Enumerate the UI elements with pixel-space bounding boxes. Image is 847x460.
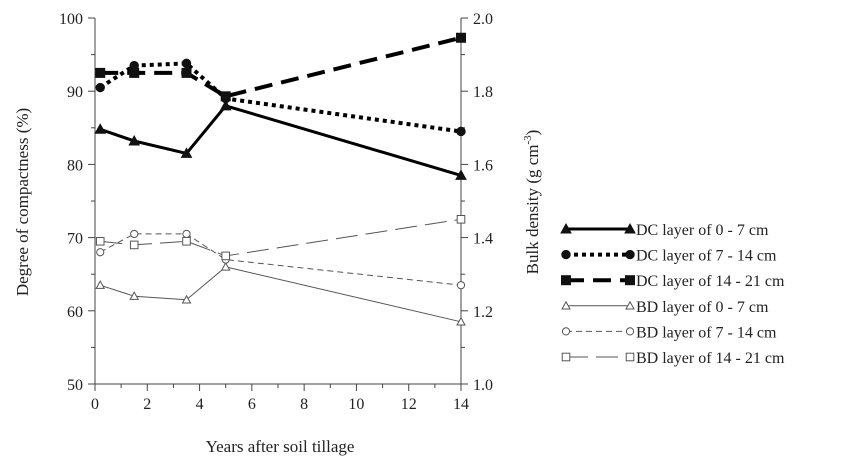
series-line-0 xyxy=(99,104,462,177)
data-point xyxy=(95,280,106,289)
y-right-tick-label: 2.0 xyxy=(473,11,493,28)
y-right-tick-label: 1.6 xyxy=(473,157,493,174)
data-point xyxy=(456,126,466,137)
y-left-tick-label: 80 xyxy=(67,157,83,174)
legend-marker xyxy=(560,222,572,234)
legend-marker xyxy=(561,249,571,260)
data-point xyxy=(130,229,139,239)
x-tick-label: 2 xyxy=(143,396,151,413)
x-tick-label: 10 xyxy=(348,396,364,413)
axes: 0 2 4 6 8 10 12 14 50 60 70 80 90 100 1.0 1.2 1.4 1.6 1.8 2… xyxy=(59,11,493,413)
y-left-tick-label: 100 xyxy=(59,11,83,28)
data-point xyxy=(220,91,231,102)
legend-label: BD layer of 7 - 14 cm xyxy=(636,324,777,341)
data-point xyxy=(129,67,140,78)
series-line-1 xyxy=(99,61,462,134)
y-left-tick-label: 90 xyxy=(67,84,83,101)
legend-marker xyxy=(625,249,635,260)
x-axis-title: Years after soil tillage xyxy=(206,437,355,456)
data-point xyxy=(95,82,105,93)
y-axis-right-title-close: ) xyxy=(523,130,542,136)
legend-marker xyxy=(561,352,571,362)
x-tick-label: 12 xyxy=(401,396,417,413)
data-point xyxy=(220,261,231,271)
series-line-4 xyxy=(99,233,462,286)
x-tick-label: 4 xyxy=(196,396,204,413)
series-group-1 xyxy=(95,58,466,137)
data-point xyxy=(95,236,105,246)
data-point xyxy=(219,99,232,111)
data-point xyxy=(456,32,466,43)
y-axis-right-title: Bulk density (g cm-3) xyxy=(522,130,542,275)
y-axis-right-title-main: Bulk density (g cm xyxy=(523,144,542,274)
y-axis-left-title: Degree of compactness (%) xyxy=(13,108,32,296)
data-point xyxy=(129,291,140,300)
legend-marker xyxy=(561,327,571,336)
x-tick-label: 8 xyxy=(300,396,308,413)
x-tick-label: 6 xyxy=(248,396,256,413)
data-point xyxy=(180,147,193,158)
legend-label: DC layer of 14 - 21 cm xyxy=(636,273,785,290)
legend-marker xyxy=(561,300,571,310)
legend-label: DC layer of 7 - 14 cm xyxy=(636,248,777,265)
data-point xyxy=(456,316,466,326)
series-group-2 xyxy=(95,32,466,102)
series-layer xyxy=(94,32,467,326)
y-axis-right-title-sup: -3 xyxy=(522,135,534,145)
data-point xyxy=(95,67,106,78)
series-line-3 xyxy=(100,266,462,323)
legend-label: BD layer of 14 - 21 cm xyxy=(636,350,785,367)
y-right-tick-label: 1.0 xyxy=(473,377,493,394)
x-tick-label: 0 xyxy=(91,396,99,413)
legend: DC layer of 0 - 7 cm DC layer of 7 - 14 c… xyxy=(560,222,785,367)
legend-marker xyxy=(625,352,635,362)
series-line-5 xyxy=(100,218,462,257)
data-point xyxy=(181,58,192,69)
data-point xyxy=(129,240,139,250)
legend-label: BD layer of 0 - 7 cm xyxy=(636,299,769,316)
legend-marker xyxy=(625,275,635,286)
data-point xyxy=(181,294,192,304)
series-group-5 xyxy=(95,215,466,261)
legend-label: DC layer of 0 - 7 cm xyxy=(636,222,769,239)
data-point xyxy=(181,67,192,78)
data-point xyxy=(94,123,107,134)
data-point xyxy=(182,236,191,246)
y-right-tick-label: 1.2 xyxy=(473,304,493,321)
y-left-tick-label: 70 xyxy=(67,231,83,248)
x-tick-label: 14 xyxy=(453,396,469,413)
data-point xyxy=(221,251,231,261)
series-line-2 xyxy=(100,35,462,99)
legend-marker xyxy=(561,275,571,286)
data-point xyxy=(182,229,191,239)
data-point xyxy=(128,134,141,146)
data-point xyxy=(455,169,467,180)
legend-marker xyxy=(625,300,635,310)
series-group-0 xyxy=(94,99,467,180)
data-point xyxy=(96,248,105,257)
legend-marker xyxy=(624,222,636,234)
series-group-3 xyxy=(95,261,466,326)
data-point xyxy=(456,215,466,224)
y-left-tick-label: 50 xyxy=(67,377,83,394)
y-left-tick-label: 60 xyxy=(67,304,83,321)
legend-marker xyxy=(625,327,635,336)
data-point xyxy=(456,281,466,290)
y-right-tick-label: 1.8 xyxy=(473,84,493,101)
y-right-tick-label: 1.4 xyxy=(473,231,493,248)
